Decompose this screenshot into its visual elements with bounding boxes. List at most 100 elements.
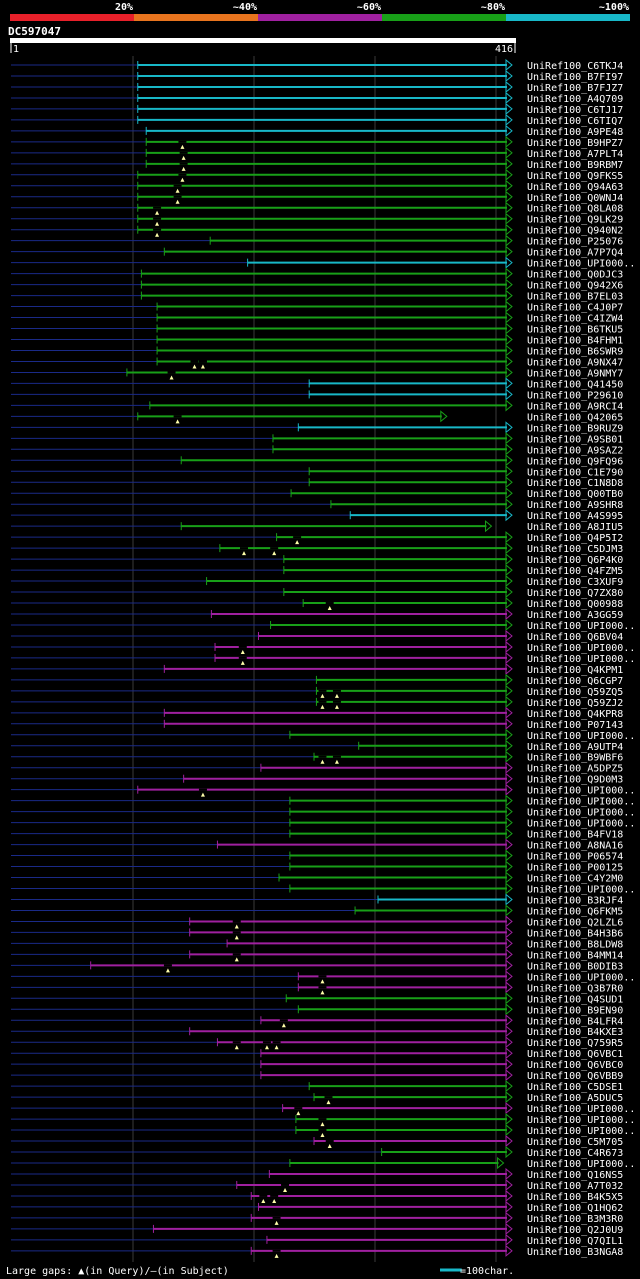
hit-row[interactable]: UniRef100_Q41450 (11, 377, 623, 390)
hit-label[interactable]: UniRef100_Q59ZJ2 (527, 698, 623, 709)
hit-label[interactable]: UniRef100_A5DUC5 (527, 1093, 623, 1104)
hit-label[interactable]: UniRef100_A9PE48 (527, 127, 623, 138)
hit-label[interactable]: UniRef100_UPI000.. (527, 621, 635, 632)
hit-row[interactable]: UniRef100_Q6BV04 (11, 629, 623, 643)
hit-row[interactable]: UniRef100_A9SHR8 (11, 498, 623, 511)
hit-row[interactable]: UniRef100_B4FV18 (11, 827, 623, 841)
hit-row[interactable]: UniRef100_C1E790 (11, 465, 623, 478)
hit-row[interactable]: UniRef100_P00125 (11, 860, 623, 874)
hit-row[interactable]: UniRef100_A9UTP4 (11, 739, 623, 753)
hit-label[interactable]: UniRef100_Q7QIL1 (527, 1236, 623, 1247)
hit-row[interactable]: UniRef100_Q9D0M3 (11, 772, 623, 786)
hit-row[interactable]: UniRef100_Q6FKM5 (11, 904, 623, 917)
hit-row[interactable]: UniRef100_B4FHM1 (11, 333, 623, 347)
hit-label[interactable]: UniRef100_UPI000.. (527, 731, 635, 742)
hit-label[interactable]: UniRef100_Q9FQ96 (527, 456, 623, 467)
hit-label[interactable]: UniRef100_A7PLT4 (527, 149, 623, 160)
hit-row[interactable]: UniRef100_B9RBM7 (11, 157, 623, 171)
hit-label[interactable]: UniRef100_Q6VBC0 (527, 1060, 623, 1071)
hit-row[interactable]: UniRef100_Q6CGP7 (11, 673, 623, 687)
hit-label[interactable]: UniRef100_Q59ZQ5 (527, 687, 623, 698)
hit-row[interactable]: UniRef100_UPI000.. (11, 1123, 635, 1138)
hit-row[interactable]: UniRef100_UPI000.. (11, 1102, 635, 1116)
hit-label[interactable]: UniRef100_C1E790 (527, 467, 623, 478)
hit-row[interactable]: UniRef100_C4R673 (11, 1145, 623, 1159)
hit-label[interactable]: UniRef100_Q9FKS5 (527, 171, 623, 182)
hit-row[interactable]: UniRef100_C6TIQ7 (11, 113, 623, 127)
hit-label[interactable]: UniRef100_C4Y2M0 (527, 874, 623, 885)
hit-label[interactable]: UniRef100_Q6VBC1 (527, 1049, 623, 1060)
hit-label[interactable]: UniRef100_Q4SUD1 (527, 994, 623, 1005)
hit-row[interactable]: UniRef100_Q8LA08 (11, 201, 623, 215)
hit-label[interactable]: UniRef100_B3M3R0 (527, 1214, 623, 1225)
hit-label[interactable]: UniRef100_Q7ZX80 (527, 588, 623, 599)
hit-label[interactable]: UniRef100_B4FV18 (527, 830, 623, 841)
hit-label[interactable]: UniRef100_A8JIU5 (527, 522, 623, 533)
hit-label[interactable]: UniRef100_B9EN90 (527, 1005, 623, 1016)
hit-label[interactable]: UniRef100_Q9LK29 (527, 215, 623, 226)
hit-row[interactable]: UniRef100_Q00TB0 (11, 487, 623, 500)
hit-label[interactable]: UniRef100_B7FJZ7 (527, 83, 623, 94)
hit-label[interactable]: UniRef100_C1N8D8 (527, 478, 623, 489)
hit-label[interactable]: UniRef100_C3XUF9 (527, 577, 623, 588)
hit-row[interactable]: UniRef100_Q0WNJ4 (11, 190, 623, 204)
hit-row[interactable]: UniRef100_Q7ZX80 (11, 585, 623, 599)
hit-row[interactable]: UniRef100_Q6P4K0 (11, 553, 623, 566)
hit-label[interactable]: UniRef100_Q4KPM1 (527, 665, 623, 676)
hit-row[interactable]: UniRef100_B9WBF6 (11, 750, 623, 764)
hit-row[interactable]: UniRef100_Q3B7R0 (11, 981, 623, 995)
hit-label[interactable]: UniRef100_UPI000.. (527, 1115, 635, 1126)
hit-label[interactable]: UniRef100_Q0WNJ4 (527, 193, 623, 204)
hit-label[interactable]: UniRef100_UPI000.. (527, 972, 635, 983)
hit-label[interactable]: UniRef100_Q16NS5 (527, 1170, 623, 1181)
hit-label[interactable]: UniRef100_A9UTP4 (527, 742, 623, 753)
hit-row[interactable]: UniRef100_B9HPZ7 (11, 135, 623, 149)
hit-row[interactable]: UniRef100_Q7QIL1 (11, 1233, 623, 1247)
hit-label[interactable]: UniRef100_B4H3B6 (527, 928, 623, 939)
hit-label[interactable]: UniRef100_C5M705 (527, 1137, 623, 1148)
hit-row[interactable]: UniRef100_A7P7Q4 (11, 245, 623, 259)
hit-label[interactable]: UniRef100_UPI000.. (527, 259, 635, 270)
hit-label[interactable]: UniRef100_Q4KPR8 (527, 709, 623, 720)
hit-row[interactable]: UniRef100_A7PLT4 (11, 146, 623, 160)
hit-row[interactable]: UniRef100_A3GG59 (11, 607, 623, 621)
hit-row[interactable]: UniRef100_Q942X6 (11, 278, 623, 292)
hit-row[interactable]: UniRef100_B8LDW8 (11, 937, 623, 950)
hit-row[interactable]: UniRef100_A4Q709 (11, 91, 623, 105)
hit-row[interactable]: UniRef100_C6TJ17 (11, 102, 623, 116)
hit-label[interactable]: UniRef100_B9WBF6 (527, 753, 623, 764)
hit-label[interactable]: UniRef100_A9NX47 (527, 357, 623, 368)
hit-label[interactable]: UniRef100_A4Q709 (527, 94, 623, 105)
hit-label[interactable]: UniRef100_P00125 (527, 863, 623, 874)
hit-row[interactable]: UniRef100_Q940N2 (11, 223, 623, 237)
hit-label[interactable]: UniRef100_Q94A63 (527, 182, 623, 193)
hit-row[interactable]: UniRef100_Q59ZQ5 (11, 684, 623, 698)
hit-label[interactable]: UniRef100_B9HPZ7 (527, 138, 623, 149)
hit-row[interactable]: UniRef100_B7EL03 (11, 289, 623, 303)
hit-label[interactable]: UniRef100_B8LDW8 (527, 939, 623, 950)
hit-label[interactable]: UniRef100_A7T032 (527, 1181, 623, 1192)
hit-row[interactable]: UniRef100_Q6VBB9 (11, 1069, 623, 1082)
hit-row[interactable]: UniRef100_A7T032 (11, 1178, 623, 1192)
hit-row[interactable]: UniRef100_UPI000.. (11, 970, 635, 984)
hit-row[interactable]: UniRef100_C3XUF9 (11, 574, 623, 588)
hit-row[interactable]: UniRef100_A9SAZ2 (11, 443, 623, 456)
hit-row[interactable]: UniRef100_A9PE48 (11, 124, 623, 138)
hit-label[interactable]: UniRef100_B6SWR9 (527, 346, 623, 357)
hit-label[interactable]: UniRef100_B0DIB3 (527, 961, 623, 972)
hit-row[interactable]: UniRef100_C5M705 (11, 1134, 623, 1149)
hit-label[interactable]: UniRef100_UPI000.. (527, 1104, 635, 1115)
hit-label[interactable]: UniRef100_B7EL03 (527, 292, 623, 303)
hit-row[interactable]: UniRef100_Q16NS5 (11, 1167, 623, 1181)
hit-row[interactable]: UniRef100_B6SWR9 (11, 344, 623, 357)
hit-row[interactable]: UniRef100_Q4KPR8 (11, 706, 623, 720)
hit-label[interactable]: UniRef100_B4K5X5 (527, 1192, 623, 1203)
hit-row[interactable]: UniRef100_A9SB01 (11, 432, 623, 445)
hit-label[interactable]: UniRef100_A3GG59 (527, 610, 623, 621)
hit-row[interactable]: UniRef100_UPI000.. (11, 256, 635, 270)
hit-row[interactable]: UniRef100_UPI000.. (11, 882, 635, 896)
hit-label[interactable]: UniRef100_Q00988 (527, 599, 623, 610)
hit-row[interactable]: UniRef100_P29610 (11, 388, 623, 401)
hit-label[interactable]: UniRef100_C4R673 (527, 1148, 623, 1159)
hit-label[interactable]: UniRef100_Q6BV04 (527, 632, 623, 643)
